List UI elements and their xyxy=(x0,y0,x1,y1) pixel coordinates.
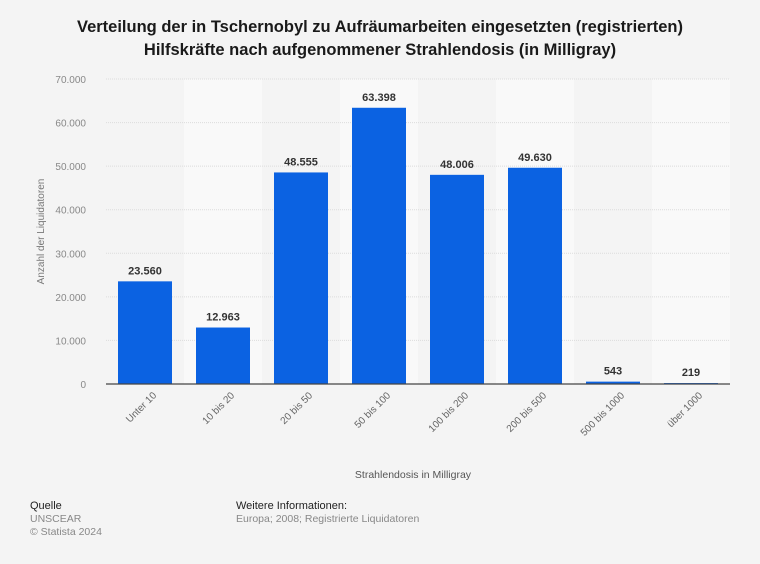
chart-title-line-2: Hilfskräfte nach aufgenommener Strahlend… xyxy=(143,41,617,59)
x-tick-label: Unter 10 xyxy=(124,390,159,425)
data-label: 23.560 xyxy=(128,265,162,277)
x-tick-label: 200 bis 500 xyxy=(505,390,550,435)
data-label: 12.963 xyxy=(206,312,240,324)
x-tick-label: über 1000 xyxy=(665,390,705,430)
y-tick-label: 10.000 xyxy=(55,336,86,347)
bar xyxy=(196,327,250,384)
bar xyxy=(352,107,406,384)
copyright: © Statista 2024 xyxy=(30,526,102,538)
data-label: 49.630 xyxy=(518,152,552,164)
chart-title-line-1: Verteilung der in Tschernobyl zu Aufräum… xyxy=(76,18,684,36)
data-label: 48.006 xyxy=(440,159,474,171)
y-tick-label: 60.000 xyxy=(55,119,86,130)
x-tick-label: 20 bis 50 xyxy=(279,390,316,427)
source-heading: Quelle xyxy=(30,500,62,512)
info-text: Europa; 2008; Registrierte Liquidatoren xyxy=(236,513,420,525)
data-label: 48.555 xyxy=(284,156,318,168)
source-name: UNSCEAR xyxy=(30,513,82,525)
info-heading: Weitere Informationen: xyxy=(236,500,348,512)
x-tick-label: 10 bis 20 xyxy=(201,390,238,427)
column-band xyxy=(652,79,730,384)
source-block: Quelle UNSCEAR © Statista 2024 xyxy=(30,500,102,539)
bar xyxy=(274,172,328,384)
chart-title: Verteilung der in Tschernobyl zu Aufräum… xyxy=(0,16,760,62)
y-axis-label: Anzahl der Liquidatoren xyxy=(36,179,47,285)
bar xyxy=(430,174,484,384)
data-label: 63.398 xyxy=(362,92,396,104)
y-tick-label: 20.000 xyxy=(55,293,86,304)
y-tick-label: 0 xyxy=(80,380,86,391)
info-block: Weitere Informationen: Europa; 2008; Reg… xyxy=(236,500,419,526)
y-tick-label: 70.000 xyxy=(55,75,86,86)
data-label: 543 xyxy=(604,366,622,378)
y-tick-label: 30.000 xyxy=(55,249,86,260)
bar xyxy=(118,281,172,384)
bar xyxy=(508,167,562,384)
x-tick-label: 500 bis 1000 xyxy=(579,390,628,439)
x-tick-label: 100 bis 200 xyxy=(427,390,472,435)
x-tick-label: 50 bis 100 xyxy=(353,390,394,431)
data-label: 219 xyxy=(682,367,700,379)
y-tick-label: 40.000 xyxy=(55,206,86,217)
bar xyxy=(586,381,640,384)
x-axis-label: Strahlendosis in Milligray xyxy=(355,469,472,481)
y-tick-label: 50.000 xyxy=(55,162,86,173)
